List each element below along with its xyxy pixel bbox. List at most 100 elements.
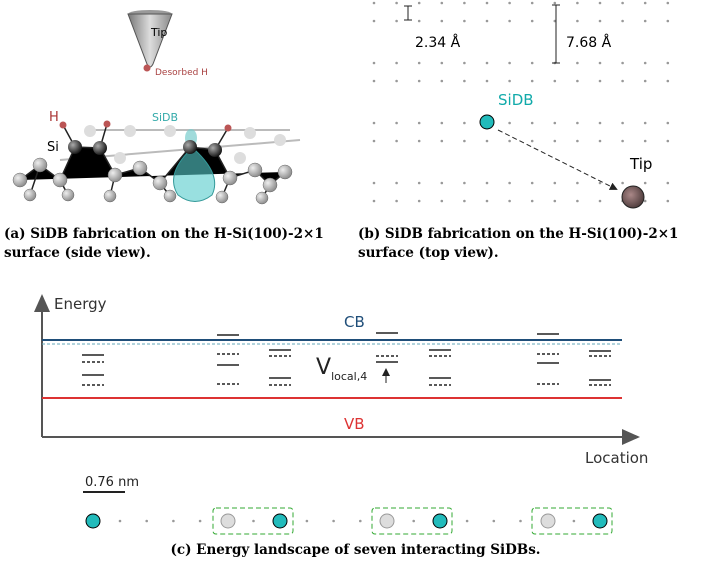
tip-cone — [128, 14, 172, 67]
scale-label: 0.76 nm — [85, 475, 139, 490]
grid-dot — [644, 122, 647, 125]
grid-dot — [441, 182, 444, 185]
grid-dot — [599, 140, 602, 143]
h-label: H — [49, 110, 59, 125]
grid-dot — [644, 20, 647, 23]
v-subscript: local,4 — [331, 370, 367, 383]
grid-dot — [554, 80, 557, 83]
grid-dot — [621, 182, 624, 185]
grid-dot — [463, 122, 466, 125]
tip-label: Tip — [150, 26, 167, 39]
grid-dot — [531, 122, 534, 125]
grid-dot — [667, 20, 670, 23]
grid-dot — [441, 122, 444, 125]
sidb — [593, 514, 607, 528]
grid-dot — [667, 2, 670, 5]
grid-dot — [486, 200, 489, 203]
grid-dot — [599, 2, 602, 5]
grid-dot — [576, 140, 579, 143]
caption-c: (c) Energy landscape of seven interactin… — [0, 541, 711, 560]
grid-dot — [395, 62, 398, 65]
empty-site — [221, 514, 235, 528]
grid-dot — [554, 140, 557, 143]
panel-a: Tip Desorbed H H Si SiDB — [13, 10, 300, 204]
page: {"panel_a": {"tip_label": "Tip", "desorb… — [0, 0, 711, 571]
grid-dot — [531, 182, 534, 185]
grid-dot — [486, 80, 489, 83]
si-atoms — [13, 158, 292, 204]
grid-dot — [508, 122, 511, 125]
grid-dot — [373, 20, 376, 23]
grid-dot — [621, 140, 624, 143]
grid-dot — [508, 200, 511, 203]
move-arrow — [498, 130, 616, 189]
grid-dot — [576, 200, 579, 203]
grid-dot — [621, 20, 624, 23]
tip — [622, 186, 644, 208]
grid-dot — [395, 80, 398, 83]
sidb-label: SiDB — [498, 91, 534, 109]
grid-dot — [418, 2, 421, 5]
spacing-small: 2.34 Å — [415, 34, 461, 51]
large-bracket — [552, 5, 560, 63]
grid-dot — [644, 2, 647, 5]
grid-dot — [418, 182, 421, 185]
grid-dot — [486, 2, 489, 5]
grid-dot — [531, 2, 534, 5]
lattice-dot — [573, 520, 576, 523]
lattice-dot — [412, 520, 415, 523]
grid-dot — [599, 200, 602, 203]
grid-dot — [599, 80, 602, 83]
grid-dot — [463, 182, 466, 185]
grid-dot — [508, 80, 511, 83]
grid-dot — [395, 182, 398, 185]
grid-dot — [441, 80, 444, 83]
grid-dot — [395, 20, 398, 23]
grid-dot — [395, 200, 398, 203]
grid-dot — [644, 182, 647, 185]
grid-dot — [441, 62, 444, 65]
grid-dot — [576, 182, 579, 185]
grid-dot — [508, 62, 511, 65]
grid-dot — [395, 140, 398, 143]
lattice-dot — [519, 520, 522, 523]
grid-dot — [531, 140, 534, 143]
grid-dot — [463, 200, 466, 203]
grid-dot — [667, 62, 670, 65]
grid-dot — [418, 200, 421, 203]
sidb-label: SiDB — [152, 111, 178, 124]
grid-dot — [554, 200, 557, 203]
lattice-dot — [252, 520, 255, 523]
grid-dot — [621, 2, 624, 5]
grid-dot — [373, 200, 376, 203]
grid-dot — [486, 62, 489, 65]
grid-dot — [554, 122, 557, 125]
y-label: Energy — [54, 295, 107, 313]
grid-dot — [441, 2, 444, 5]
grid-dot — [418, 122, 421, 125]
x-label: Location — [585, 449, 648, 467]
grid-dot — [463, 80, 466, 83]
grid-dot — [599, 20, 602, 23]
grid-dot — [667, 80, 670, 83]
caption-b: (b) SiDB fabrication on the H-Si(100)-2×… — [358, 225, 688, 263]
lattice-dot — [493, 520, 496, 523]
lattice-dot — [332, 520, 335, 523]
lattice-dot — [466, 520, 469, 523]
grid-dot — [418, 140, 421, 143]
sidb — [86, 514, 100, 528]
grid-dot — [373, 182, 376, 185]
grid-dot — [508, 2, 511, 5]
grid-dot — [486, 20, 489, 23]
tip-label: Tip — [629, 155, 652, 173]
grid-dot — [644, 62, 647, 65]
grid-dot — [667, 122, 670, 125]
grid-dot — [554, 2, 557, 5]
grid-dot — [373, 2, 376, 5]
grid-dot — [418, 20, 421, 23]
grid-dot — [599, 62, 602, 65]
grid-dot — [599, 122, 602, 125]
grid-dot — [644, 80, 647, 83]
grid-dot — [373, 140, 376, 143]
figure: Tip Desorbed H H Si SiDB 2.34 — [0, 0, 711, 571]
